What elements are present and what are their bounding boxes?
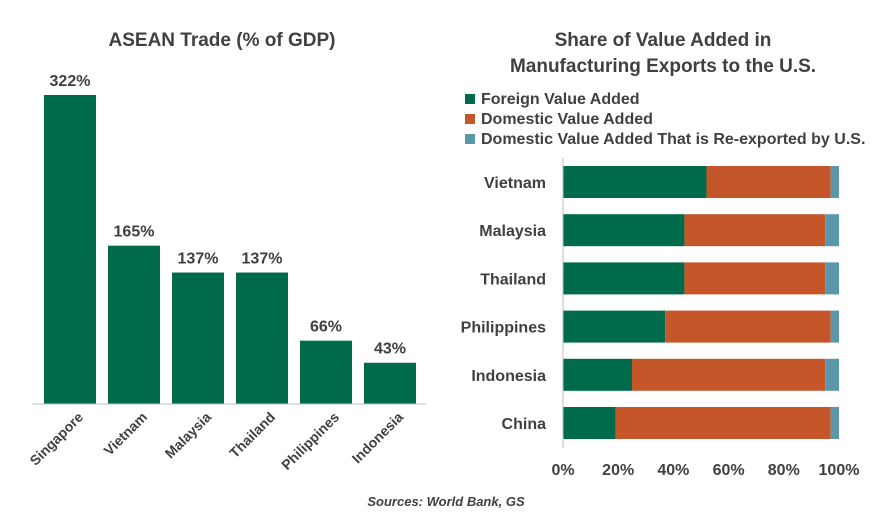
left-chart-title: ASEAN Trade (% of GDP) bbox=[109, 30, 336, 51]
right-legend: Foreign Value Added Domestic Value Added D… bbox=[465, 91, 865, 148]
bar-segment-china-domestic-value-added bbox=[615, 407, 831, 439]
bar-malaysia bbox=[172, 272, 224, 404]
category-label-china: China bbox=[502, 416, 547, 433]
bar-singapore bbox=[44, 95, 96, 404]
bar-segment-vietnam-domestic-value-added bbox=[706, 166, 831, 198]
right-bars: Vietnam Malaysia Thailand Philippines Indone… bbox=[461, 166, 839, 439]
bar-segment-thailand-domestic-value-added bbox=[684, 262, 826, 295]
bar-vietnam bbox=[108, 245, 160, 404]
bar-segment-vietnam-foreign-value-added bbox=[563, 166, 707, 198]
category-label-malaysia: Malaysia bbox=[162, 409, 215, 462]
bar-segment-indonesia-domestic-value-added bbox=[632, 358, 826, 391]
left-bars: 322% Singapore 165% Vietnam 137% Malaysia 137%… bbox=[26, 73, 416, 473]
bar-segment-philippines-domestic-value-added bbox=[665, 310, 831, 343]
x-tick-100pct: 100% bbox=[819, 462, 860, 479]
right-x-ticks: 0% 20% 40% 60% 80% 100% bbox=[551, 462, 859, 479]
bar-segment-thailand-domestic-value-added-that-is-re-exported-by-u-s bbox=[825, 262, 839, 295]
bar-segment-philippines-domestic-value-added-that-is-re-exported-by-u-s bbox=[830, 310, 839, 343]
category-label-thailand: Thailand bbox=[226, 409, 278, 461]
value-label-vietnam: 165% bbox=[114, 224, 155, 241]
bar-segment-china-foreign-value-added bbox=[563, 407, 616, 439]
value-label-philippines: 66% bbox=[310, 319, 342, 336]
category-label-indonesia: Indonesia bbox=[471, 368, 546, 385]
bar-segment-china-domestic-value-added-that-is-re-exported-by-u-s bbox=[830, 407, 839, 439]
bar-segment-indonesia-domestic-value-added-that-is-re-exported-by-u-s bbox=[825, 358, 839, 391]
legend-label-domestic-value-added: Domestic Value Added bbox=[481, 111, 653, 128]
bar-philippines bbox=[300, 340, 352, 404]
value-label-malaysia: 137% bbox=[178, 251, 219, 268]
x-tick-40pct: 40% bbox=[657, 462, 689, 479]
bar-segment-thailand-foreign-value-added bbox=[563, 262, 685, 295]
source-note: Sources: World Bank, GS bbox=[367, 494, 525, 509]
bar-thailand bbox=[236, 272, 288, 404]
bar-indonesia bbox=[364, 362, 416, 404]
bar-segment-malaysia-foreign-value-added bbox=[563, 214, 685, 247]
category-label-indonesia: Indonesia bbox=[349, 409, 407, 467]
legend-swatch-domestic-value-added-that-is-re-exported-by-u-s bbox=[465, 134, 475, 144]
category-label-philippines: Philippines bbox=[278, 409, 342, 473]
x-tick-0pct: 0% bbox=[551, 462, 574, 479]
value-label-singapore: 322% bbox=[50, 73, 91, 90]
left-chart: ASEAN Trade (% of GDP) 322% Singapore 165%… bbox=[26, 30, 426, 473]
bar-segment-vietnam-domestic-value-added-that-is-re-exported-by-u-s bbox=[830, 166, 839, 198]
category-label-thailand: Thailand bbox=[480, 271, 546, 288]
bar-segment-malaysia-domestic-value-added bbox=[684, 214, 826, 247]
bar-segment-indonesia-foreign-value-added bbox=[563, 358, 632, 391]
legend-swatch-domestic-value-added bbox=[465, 114, 475, 124]
right-chart-title-line-2: Manufacturing Exports to the U.S. bbox=[510, 56, 816, 77]
category-label-philippines: Philippines bbox=[461, 320, 546, 337]
category-label-malaysia: Malaysia bbox=[479, 223, 546, 240]
category-label-singapore: Singapore bbox=[26, 409, 86, 469]
legend-label-domestic-value-added-that-is-re-exported-by-u-s: Domestic Value Added That is Re-exported… bbox=[481, 131, 865, 148]
right-chart: Share of Value Added in Manufacturing Ex… bbox=[461, 30, 866, 479]
category-label-vietnam: Vietnam bbox=[100, 409, 150, 459]
x-tick-20pct: 20% bbox=[602, 462, 634, 479]
right-chart-title-line-1: Share of Value Added in bbox=[555, 30, 772, 51]
value-label-thailand: 137% bbox=[242, 251, 283, 268]
bar-segment-malaysia-domestic-value-added-that-is-re-exported-by-u-s bbox=[825, 214, 839, 247]
legend-swatch-foreign-value-added bbox=[465, 94, 475, 104]
legend-label-foreign-value-added: Foreign Value Added bbox=[481, 91, 640, 108]
category-label-vietnam: Vietnam bbox=[484, 175, 546, 192]
bar-segment-philippines-foreign-value-added bbox=[563, 310, 666, 343]
x-tick-60pct: 60% bbox=[713, 462, 745, 479]
value-label-indonesia: 43% bbox=[374, 341, 406, 358]
x-tick-80pct: 80% bbox=[768, 462, 800, 479]
